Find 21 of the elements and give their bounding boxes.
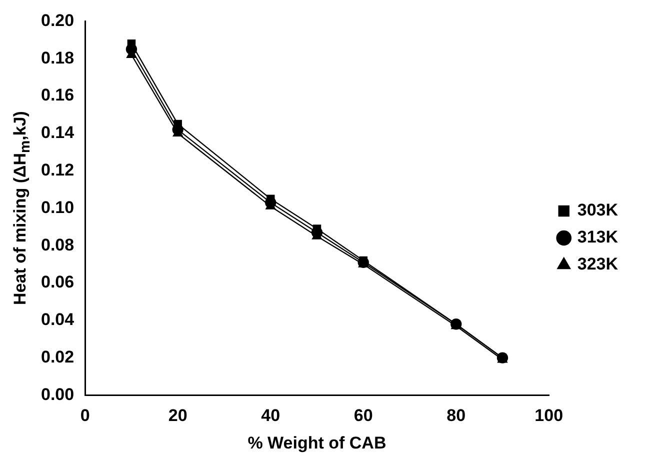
y-tick-label: 0.10: [40, 198, 74, 217]
x-tick-label: 20: [168, 406, 188, 426]
y-tick-label: 0.04: [40, 310, 75, 330]
y-tick-label: 0.20: [40, 10, 74, 30]
y-tick-label: 0.08: [40, 235, 74, 254]
legend-label: 303K: [577, 200, 619, 220]
y-tick-label: 0.12: [40, 160, 74, 180]
x-tick-label: 60: [354, 406, 373, 426]
x-tick-label: 0: [80, 406, 90, 426]
y-tick-label: 0.14: [40, 123, 75, 142]
y-tick-label: 0.00: [40, 384, 74, 404]
y-tick-label: 0.02: [40, 347, 74, 366]
legend-label: 323K: [577, 254, 619, 274]
y-tick-label: 0.06: [40, 272, 74, 292]
y-tick-label: 0.16: [40, 86, 74, 105]
x-tick-label: 100: [534, 406, 564, 426]
legend-label: 313K: [577, 228, 619, 247]
y-tick-label: 0.18: [40, 48, 74, 68]
x-tick-label: 80: [446, 406, 466, 426]
x-tick-label: 40: [261, 406, 280, 426]
x-axis-title: % Weight of CAB: [248, 433, 386, 452]
